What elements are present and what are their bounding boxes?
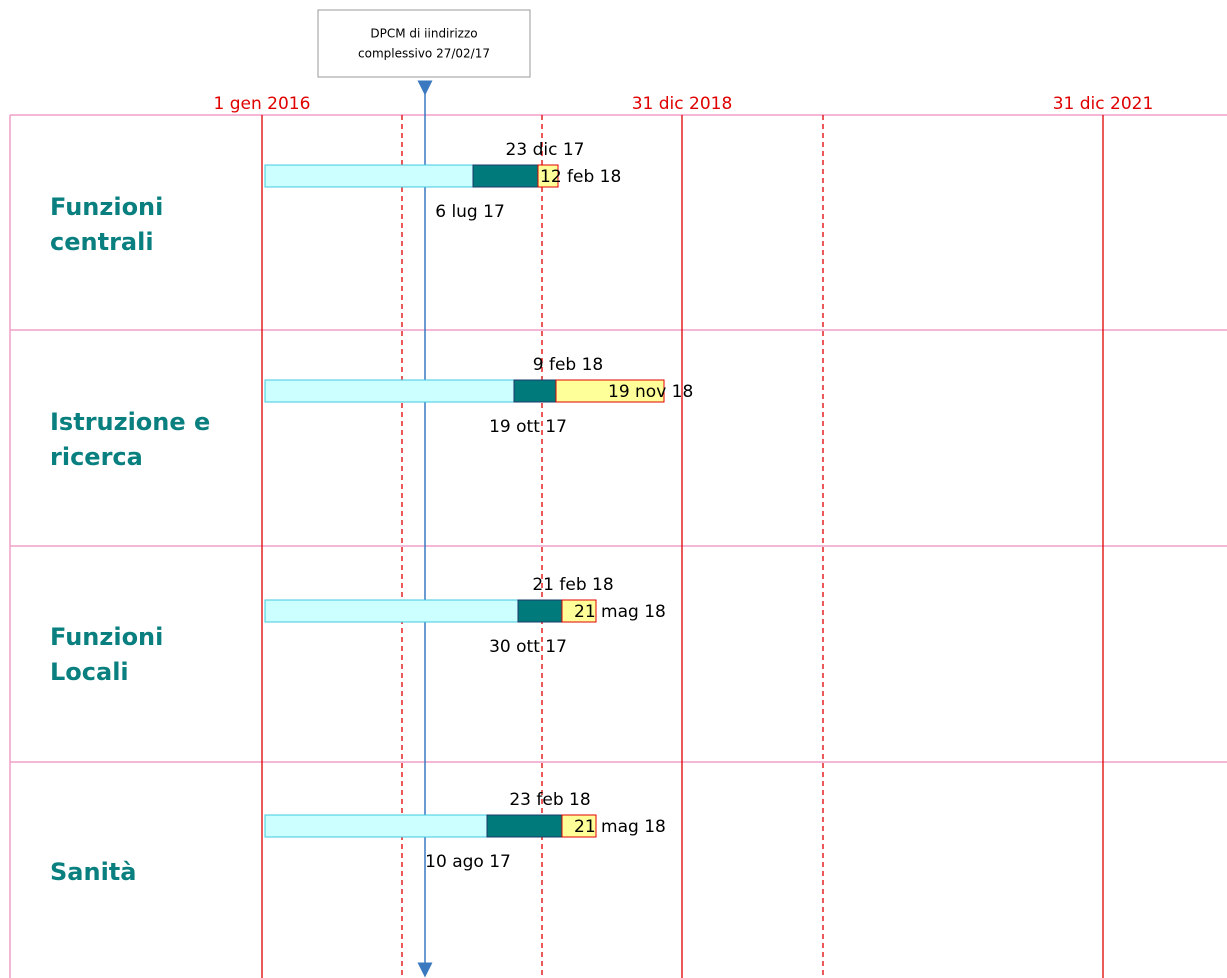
date-label: 23 dic 17 [506, 140, 585, 160]
phase-bar [264, 599, 519, 623]
timeline-label: 1 gen 2016 [214, 94, 311, 114]
timeline-label: 31 dic 2018 [632, 94, 733, 114]
phase-bar [537, 164, 559, 188]
phase-bar [264, 814, 488, 838]
phase-bar [555, 379, 665, 403]
row-title: Funzioni [50, 193, 163, 221]
row-title: Istruzione e [50, 408, 210, 436]
row-title: centrali [50, 228, 154, 256]
row-title: Sanità [50, 858, 136, 886]
phase-bar [517, 599, 563, 623]
box-line: DPCM di iindirizzo [370, 27, 477, 41]
date-label: 21 mag 18 [574, 602, 666, 622]
date-label: 21 mag 18 [574, 817, 666, 837]
dpcm-box [317, 9, 531, 78]
row-title: Funzioni [50, 623, 163, 651]
phase-bar [513, 379, 557, 403]
date-label: 30 ott 17 [489, 637, 567, 657]
row-title: ricerca [50, 443, 143, 471]
date-label: 21 feb 18 [532, 575, 613, 595]
row-title: Locali [50, 658, 129, 686]
date-label: 23 feb 18 [509, 790, 590, 810]
phase-bar [486, 814, 563, 838]
row-separators [9, 114, 1227, 978]
date-label: 9 feb 18 [533, 355, 604, 375]
timeline-label: 31 dic 2021 [1053, 94, 1154, 114]
box-line: complessivo 27/02/17 [358, 47, 490, 61]
date-label: 19 ott 17 [489, 417, 567, 437]
date-label: 19 nov 18 [608, 382, 693, 402]
phase-bar [472, 164, 539, 188]
phase-bar [561, 814, 597, 838]
date-label: 10 ago 17 [425, 852, 511, 872]
phase-bar [264, 379, 515, 403]
phase-bar [561, 599, 597, 623]
date-label: 6 lug 17 [435, 202, 505, 222]
phase-bar [264, 164, 474, 188]
year-lines [261, 115, 1104, 978]
date-label: 12 feb 18 [540, 167, 621, 187]
